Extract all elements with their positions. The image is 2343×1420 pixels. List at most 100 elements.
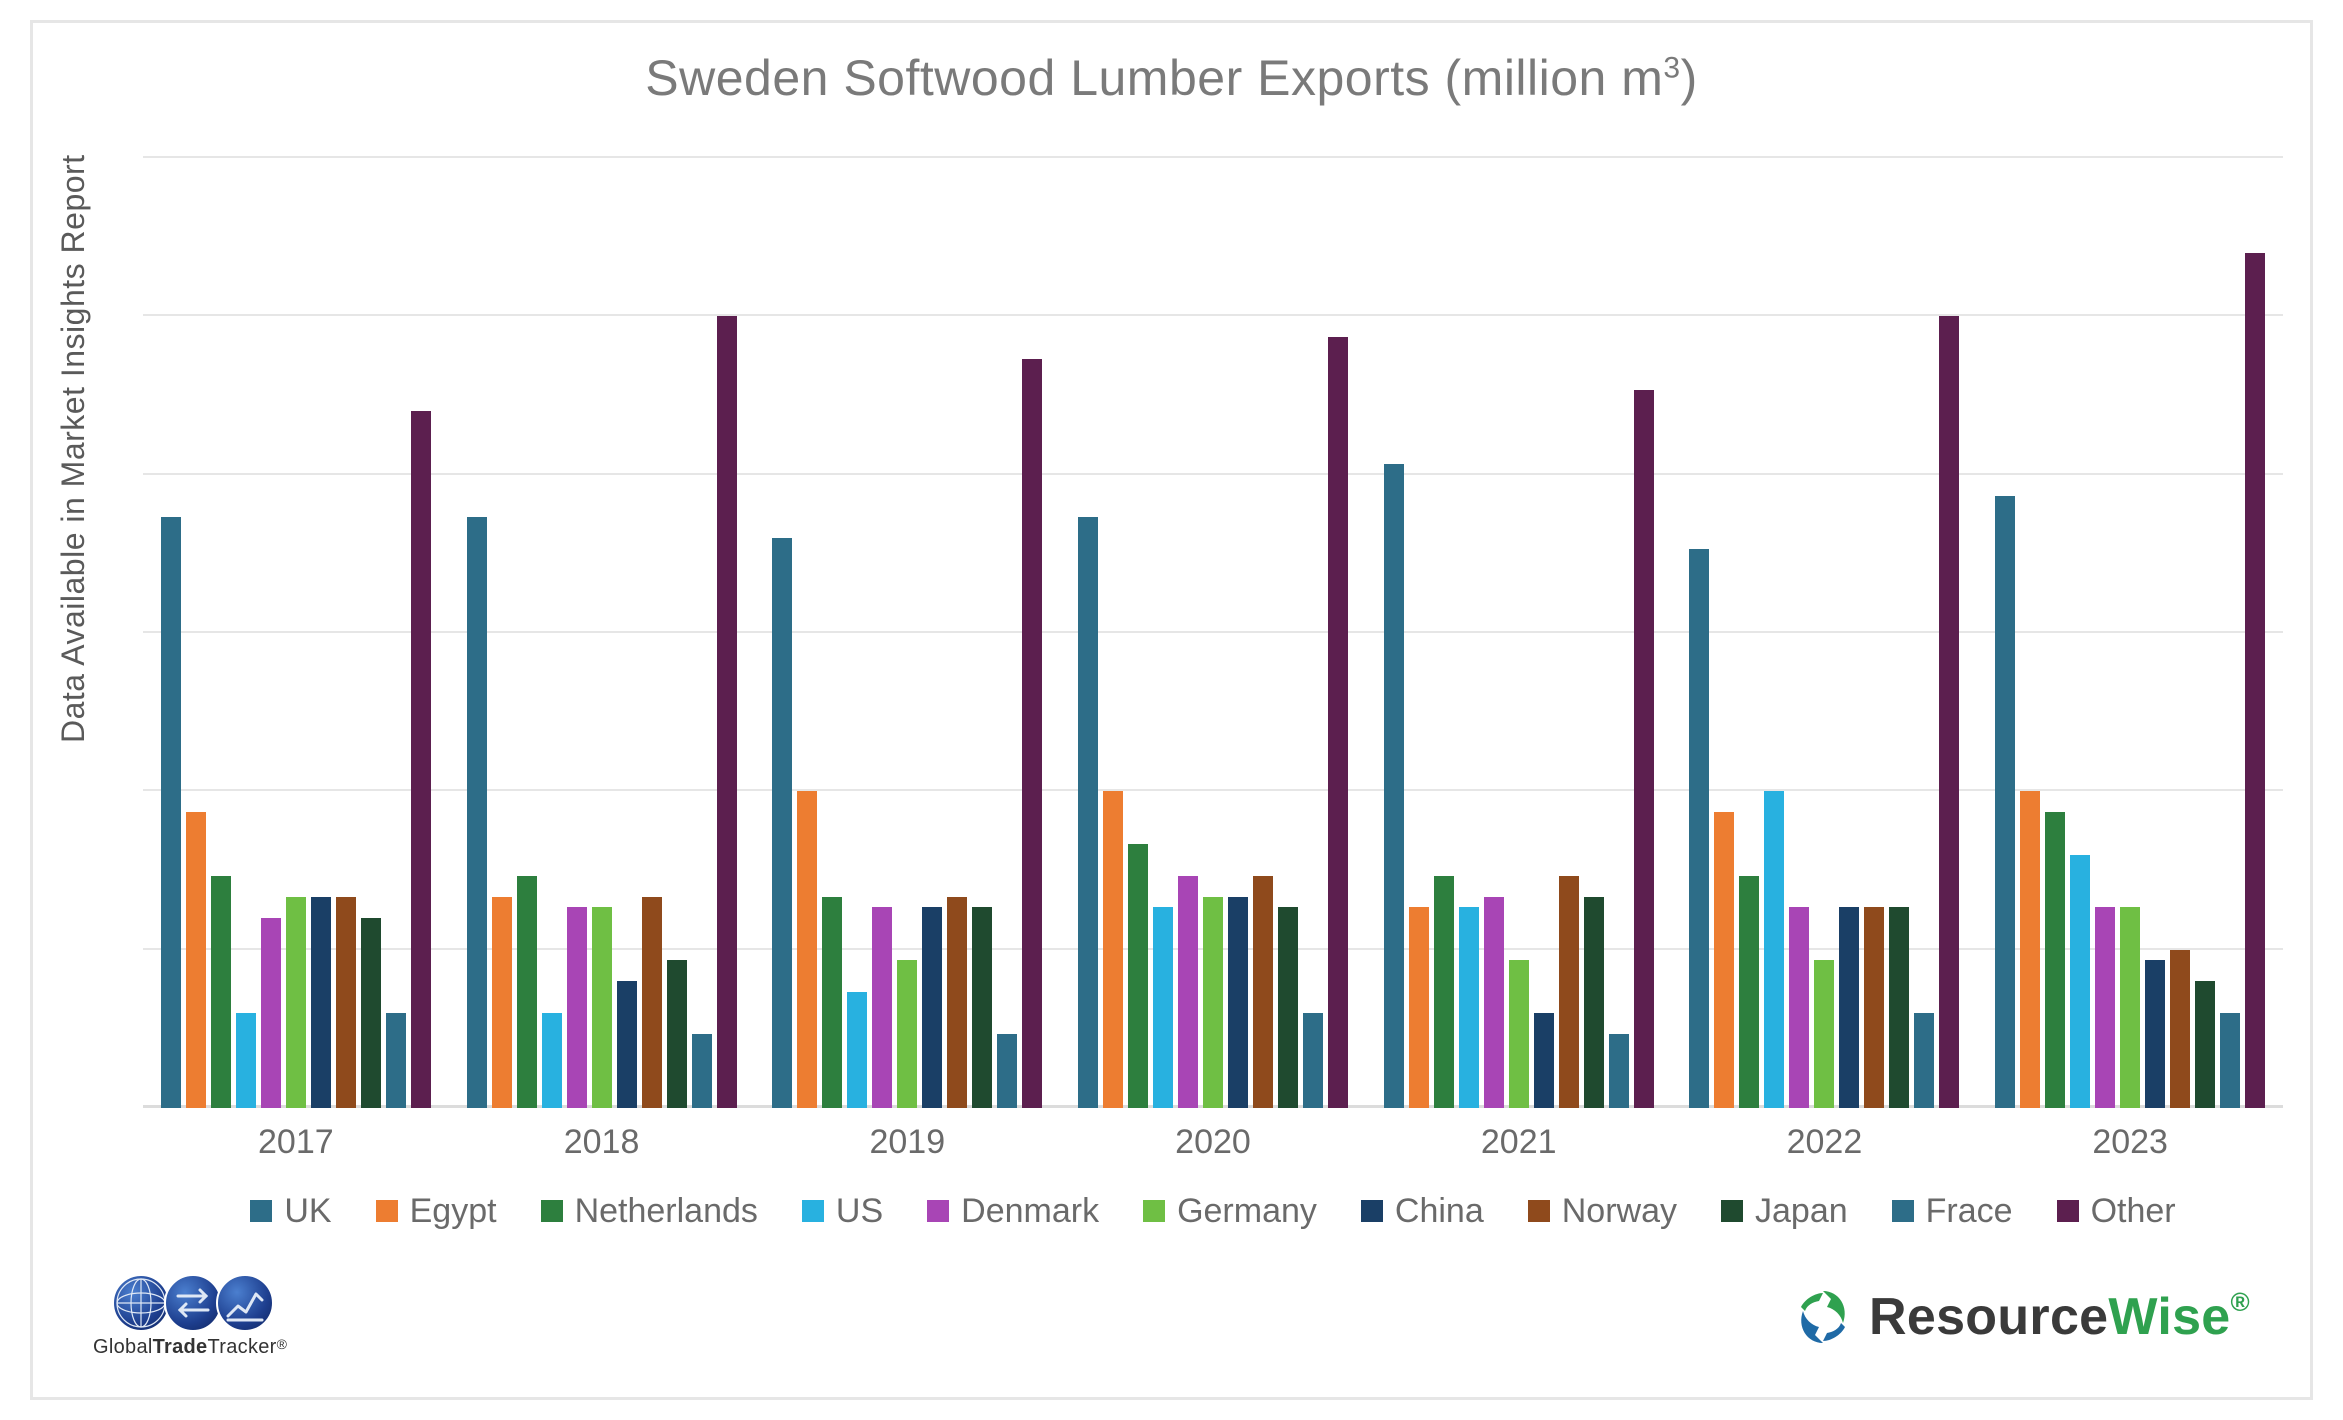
legend-swatch bbox=[802, 1200, 824, 1222]
bar bbox=[161, 517, 181, 1108]
bar bbox=[772, 538, 792, 1108]
bar bbox=[517, 876, 537, 1108]
legend-swatch bbox=[1892, 1200, 1914, 1222]
footer-right-brand: ResourceWise® bbox=[1791, 1285, 2250, 1349]
gridline bbox=[143, 789, 2283, 791]
bar bbox=[1689, 549, 1709, 1108]
bar bbox=[1303, 1013, 1323, 1108]
bar bbox=[1078, 517, 1098, 1108]
legend-label: Denmark bbox=[961, 1183, 1099, 1239]
title-text-suffix: ) bbox=[1681, 50, 1698, 106]
legend-item: Denmark bbox=[927, 1183, 1099, 1239]
bar bbox=[717, 316, 737, 1108]
bar bbox=[1559, 876, 1579, 1108]
legend-swatch bbox=[1528, 1200, 1550, 1222]
legend-item: Egypt bbox=[376, 1183, 497, 1239]
bar bbox=[2120, 907, 2140, 1108]
bar bbox=[2045, 812, 2065, 1108]
x-axis-tick-label: 2019 bbox=[869, 1123, 945, 1162]
bar bbox=[2170, 950, 2190, 1108]
legend-item: US bbox=[802, 1183, 883, 1239]
bar bbox=[236, 1013, 256, 1108]
gtt-label: GlobalTradeTracker® bbox=[93, 1336, 287, 1359]
bar bbox=[1609, 1034, 1629, 1108]
legend-swatch bbox=[2057, 1200, 2079, 1222]
gtt-globe-3 bbox=[216, 1274, 274, 1332]
plot-area bbox=[143, 158, 2283, 1108]
bar bbox=[997, 1034, 1017, 1108]
bar bbox=[1814, 960, 1834, 1108]
chart-title: Sweden Softwood Lumber Exports (million … bbox=[33, 49, 2310, 107]
bar bbox=[492, 897, 512, 1108]
bar bbox=[1459, 907, 1479, 1108]
legend-label: Japan bbox=[1755, 1183, 1848, 1239]
legend-swatch bbox=[927, 1200, 949, 1222]
bar bbox=[1178, 876, 1198, 1108]
rw-text-1: Resource bbox=[1869, 1288, 2108, 1346]
bar bbox=[2195, 981, 2215, 1108]
bar bbox=[542, 1013, 562, 1108]
gtt-globe-1 bbox=[112, 1274, 170, 1332]
bar bbox=[847, 992, 867, 1108]
bar bbox=[1278, 907, 1298, 1108]
bar bbox=[1434, 876, 1454, 1108]
legend-swatch bbox=[250, 1200, 272, 1222]
legend-label: US bbox=[836, 1183, 883, 1239]
bar bbox=[872, 907, 892, 1108]
bar bbox=[1509, 960, 1529, 1108]
legend-swatch bbox=[1721, 1200, 1743, 1222]
gridline bbox=[143, 314, 2283, 316]
legend-item: Netherlands bbox=[541, 1183, 758, 1239]
globe-grid-icon bbox=[114, 1276, 168, 1330]
bar bbox=[286, 897, 306, 1108]
x-axis-labels: 2017201820192020202120222023 bbox=[143, 1123, 2283, 1173]
rw-text-2: Wise bbox=[2108, 1288, 2230, 1346]
legend-item: Frace bbox=[1892, 1183, 2013, 1239]
gridline bbox=[143, 473, 2283, 475]
legend-label: UK bbox=[284, 1183, 331, 1239]
bar bbox=[2220, 1013, 2240, 1108]
bar bbox=[1153, 907, 1173, 1108]
bar bbox=[1228, 897, 1248, 1108]
gridline bbox=[143, 631, 2283, 633]
legend-item: Norway bbox=[1528, 1183, 1677, 1239]
bar bbox=[567, 907, 587, 1108]
bar bbox=[1534, 1013, 1554, 1108]
bar bbox=[2020, 791, 2040, 1108]
bar bbox=[261, 918, 281, 1108]
legend-item: Japan bbox=[1721, 1183, 1848, 1239]
gtt-globe-2 bbox=[164, 1274, 222, 1332]
bar bbox=[1253, 876, 1273, 1108]
bar bbox=[1022, 359, 1042, 1108]
x-axis-tick-label: 2017 bbox=[258, 1123, 334, 1162]
title-sup: 3 bbox=[1663, 51, 1680, 84]
legend-item: UK bbox=[250, 1183, 331, 1239]
x-axis-tick-label: 2023 bbox=[2092, 1123, 2168, 1162]
bar bbox=[361, 918, 381, 1108]
rw-reg: ® bbox=[2231, 1287, 2250, 1317]
gtt-text-3: Tracker bbox=[207, 1336, 276, 1358]
bar bbox=[897, 960, 917, 1108]
bar bbox=[2245, 253, 2265, 1108]
gtt-globes bbox=[112, 1274, 268, 1332]
gridline bbox=[143, 156, 2283, 158]
bar bbox=[922, 907, 942, 1108]
x-axis-tick-label: 2021 bbox=[1481, 1123, 1557, 1162]
footer-left-brand: GlobalTradeTracker® bbox=[93, 1274, 287, 1359]
bar bbox=[692, 1034, 712, 1108]
legend: UKEgyptNetherlandsUSDenmarkGermanyChinaN… bbox=[143, 1183, 2283, 1239]
legend-swatch bbox=[541, 1200, 563, 1222]
legend-swatch bbox=[376, 1200, 398, 1222]
bar bbox=[797, 791, 817, 1108]
chart-line-icon bbox=[218, 1276, 272, 1330]
bar bbox=[386, 1013, 406, 1108]
bar bbox=[1889, 907, 1909, 1108]
bar bbox=[186, 812, 206, 1108]
bar bbox=[1714, 812, 1734, 1108]
gtt-text-1: Global bbox=[93, 1336, 153, 1358]
bar bbox=[1384, 464, 1404, 1108]
bar bbox=[1103, 791, 1123, 1108]
legend-label: Other bbox=[2091, 1183, 2176, 1239]
bar bbox=[592, 907, 612, 1108]
x-axis-tick-label: 2022 bbox=[1787, 1123, 1863, 1162]
